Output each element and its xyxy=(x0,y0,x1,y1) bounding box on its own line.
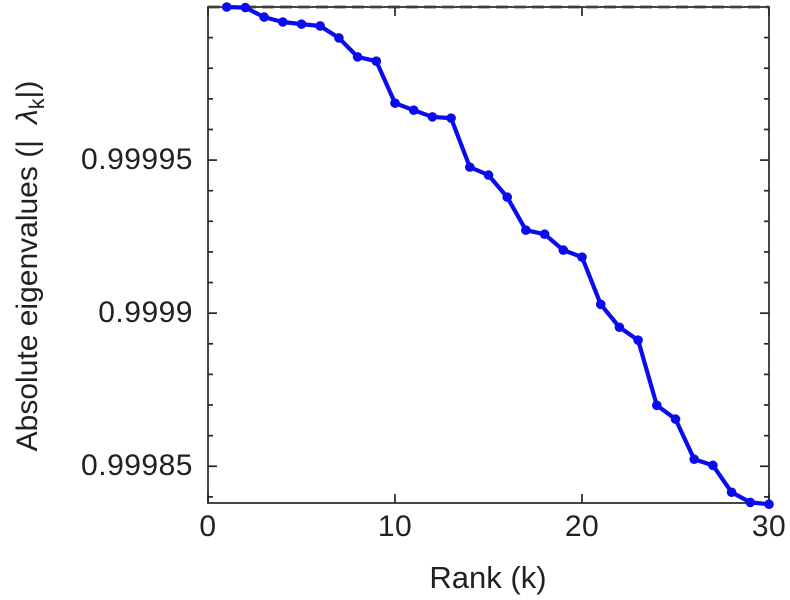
y-axis-label-text: Absolute eigenvalues (| xyxy=(11,140,44,452)
data-point-marker xyxy=(595,299,606,310)
y-tick-label: 0.99985 xyxy=(81,449,193,483)
data-point-marker xyxy=(708,460,718,471)
x-tick-label: 10 xyxy=(377,510,413,543)
data-point-marker xyxy=(577,252,587,262)
data-point-marker xyxy=(745,497,756,508)
data-point-marker xyxy=(221,2,232,12)
data-point-marker xyxy=(390,98,400,108)
data-point-marker xyxy=(465,162,475,172)
plot-box xyxy=(207,6,770,504)
data-point-marker xyxy=(521,225,531,235)
x-tick-label: 20 xyxy=(564,510,600,543)
data-point-marker xyxy=(558,245,569,255)
data-point-marker xyxy=(652,400,662,411)
data-point-marker xyxy=(352,52,363,62)
data-point-marker xyxy=(670,414,681,424)
data-point-marker xyxy=(539,229,550,239)
data-point-marker xyxy=(446,113,456,123)
data-point-marker xyxy=(408,105,419,115)
data-point-marker xyxy=(296,19,307,29)
eigenvalue-line xyxy=(224,4,772,507)
data-point-marker xyxy=(315,21,326,31)
y-axis-label-suffix: |) xyxy=(11,80,44,99)
data-point-marker xyxy=(278,17,288,27)
data-point-marker xyxy=(633,335,643,345)
data-point-marker xyxy=(371,56,382,66)
y-tick-label: 0.99995 xyxy=(81,143,193,177)
data-point-marker xyxy=(502,192,512,202)
data-point-marker xyxy=(689,454,699,465)
lambda-subscript: k xyxy=(24,98,49,110)
data-point-marker xyxy=(483,170,494,180)
data-point-marker xyxy=(726,487,737,498)
y-tick-label: 0.9999 xyxy=(98,296,193,330)
data-point-marker xyxy=(764,499,774,510)
x-tick-label: 30 xyxy=(751,510,787,543)
data-point-marker xyxy=(240,2,251,13)
data-point-marker xyxy=(334,33,344,43)
data-point-marker xyxy=(614,322,625,333)
data-point-marker xyxy=(427,112,438,122)
x-tick-label: 0 xyxy=(199,510,217,543)
x-axis-label: Rank (k) xyxy=(429,560,547,595)
lambda-symbol: λ xyxy=(11,109,44,125)
data-point-marker xyxy=(259,12,269,22)
